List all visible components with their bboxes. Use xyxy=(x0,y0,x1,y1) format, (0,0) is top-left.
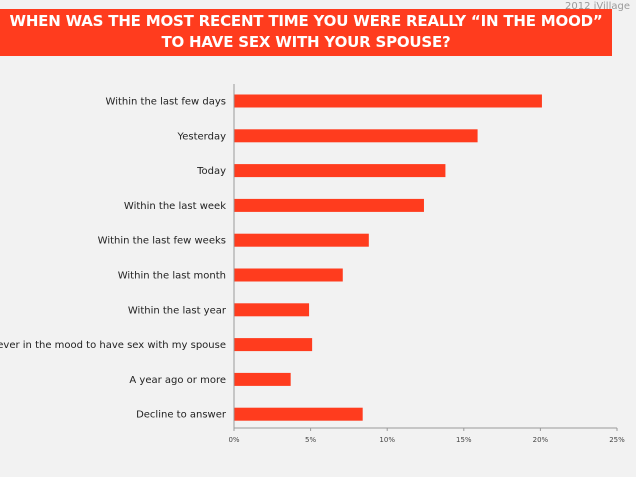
x-tick-label: 5% xyxy=(305,436,316,444)
bar xyxy=(234,129,478,143)
bar xyxy=(234,338,313,352)
category-label: Yesterday xyxy=(176,131,226,142)
bars-layer xyxy=(234,94,542,421)
category-label: Today xyxy=(196,166,226,177)
category-labels: Within the last few days Yesterday Today Wi… xyxy=(0,97,227,421)
bar xyxy=(234,372,291,386)
title-banner: WHEN WAS THE MOST RECENT TIME YOU WERE R… xyxy=(0,9,612,56)
category-label: A year ago or more xyxy=(129,375,226,386)
brand-watermark: 2012 iVillage xyxy=(565,1,630,12)
bar xyxy=(234,198,424,212)
x-axis: 0% 5% 10% 15% 20% 25% xyxy=(228,84,625,444)
category-label: Within the last year xyxy=(128,305,227,316)
bar xyxy=(234,233,369,247)
bar xyxy=(234,407,363,421)
x-tick-label: 20% xyxy=(533,436,549,444)
category-label: Within the last few weeks xyxy=(98,236,226,247)
x-tick-label: 10% xyxy=(379,436,395,444)
bar xyxy=(234,303,310,317)
bar xyxy=(234,268,343,282)
category-label: Within the last week xyxy=(124,201,226,212)
category-label: Within the last month xyxy=(118,271,226,282)
category-label: Never in the mood to have sex with my sp… xyxy=(0,340,226,351)
x-tick-label: 25% xyxy=(609,436,625,444)
bar xyxy=(234,164,446,178)
category-label: Within the last few days xyxy=(106,97,226,108)
x-tick-label: 15% xyxy=(456,436,472,444)
category-label: Decline to answer xyxy=(136,410,227,421)
chart-title-line-1: WHEN WAS THE MOST RECENT TIME YOU WERE R… xyxy=(9,12,603,30)
x-tick-label: 0% xyxy=(228,436,239,444)
bar xyxy=(234,94,542,108)
chart-title-line-2: TO HAVE SEX WITH YOUR SPOUSE? xyxy=(161,33,451,51)
